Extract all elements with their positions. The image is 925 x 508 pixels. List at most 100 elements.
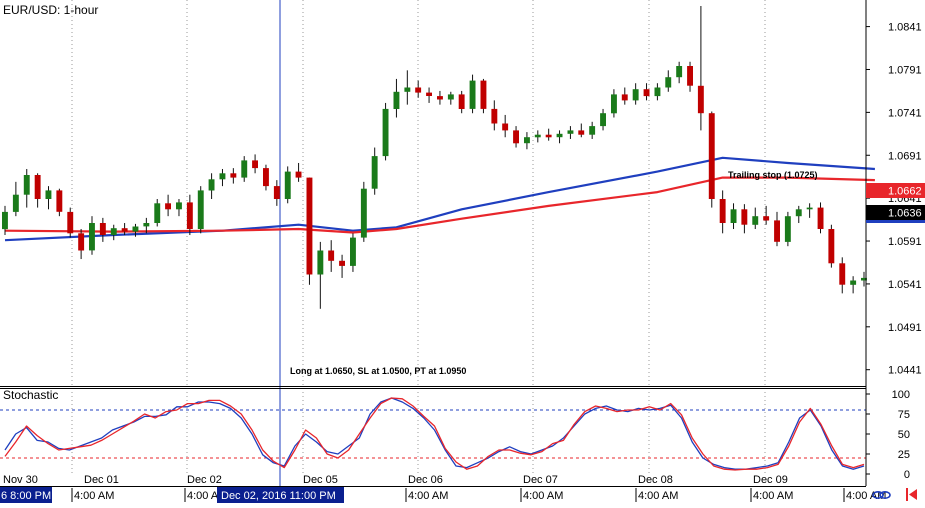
candle-body — [426, 92, 432, 96]
candle — [513, 126, 519, 148]
candle-body — [632, 89, 639, 101]
grid-layer — [0, 0, 866, 486]
date-label: Dec 08 — [638, 474, 673, 486]
candle — [23, 168, 30, 208]
candle — [611, 89, 617, 118]
candle-body — [154, 203, 161, 223]
candle-body — [567, 130, 574, 134]
candle-body — [458, 94, 465, 109]
candle — [176, 199, 182, 217]
left-edge-time-label: 6 8:00 PM — [1, 490, 51, 502]
price-tick-label: 1.0841 — [888, 22, 922, 34]
candle — [763, 205, 770, 225]
candle — [730, 203, 737, 230]
candle — [2, 205, 8, 236]
scroll-to-end-icon[interactable] — [906, 488, 917, 501]
date-label: Nov 30 — [3, 474, 38, 486]
candle-body — [513, 130, 519, 144]
candle-body — [578, 130, 585, 135]
candle-body — [730, 209, 737, 223]
candle-body — [545, 134, 552, 138]
candle-body — [132, 226, 139, 232]
candle-body — [687, 66, 693, 86]
candle-body — [121, 228, 128, 232]
candle-body — [12, 194, 19, 212]
price-badge-black-bg — [866, 205, 925, 220]
candle-body — [556, 133, 563, 138]
candle — [741, 204, 748, 234]
candle — [491, 100, 498, 131]
price-tick-label: 1.0791 — [888, 65, 922, 77]
candle — [795, 205, 802, 224]
candle-body — [611, 94, 617, 114]
candle — [78, 229, 85, 260]
candle-body — [371, 156, 378, 189]
price-tick-label: 1.0541 — [888, 279, 922, 291]
candle-body — [763, 216, 770, 221]
price-badge-red: 1.0662 — [866, 183, 925, 198]
price-badge-black-label: 1.0636 — [888, 208, 922, 220]
candle — [34, 173, 41, 208]
moving-average-line — [4, 176, 875, 234]
candle-body — [241, 160, 248, 178]
candle — [339, 254, 345, 278]
link-chain-icon[interactable] — [872, 490, 891, 499]
candle — [165, 194, 171, 217]
candle — [317, 241, 324, 309]
candle-body — [534, 134, 541, 138]
candle-body — [284, 171, 291, 199]
price-tick-label: 1.0691 — [888, 150, 922, 162]
candle-body — [621, 94, 628, 101]
candle-body — [273, 186, 280, 199]
candle — [56, 188, 63, 217]
candle — [469, 74, 476, 114]
candle-body — [415, 87, 422, 93]
cursor-time-label: Dec 02, 2016 11:00 PM — [221, 490, 336, 502]
candle — [295, 162, 302, 182]
price-badge-black: 1.0636 — [866, 205, 925, 223]
candle-body — [23, 175, 30, 195]
candle-body — [817, 207, 824, 229]
candle-body — [708, 113, 715, 199]
candle-body — [480, 80, 487, 109]
date-label: Dec 05 — [303, 474, 338, 486]
candle — [567, 126, 574, 139]
candle — [654, 83, 661, 101]
candle-body — [502, 123, 509, 131]
candle-layer — [2, 6, 867, 309]
candle — [143, 217, 150, 234]
candle — [437, 90, 443, 105]
candle — [99, 217, 106, 242]
candle-body — [447, 94, 454, 100]
candle-body — [382, 108, 389, 157]
date-label: Dec 07 — [523, 474, 558, 486]
candle-body — [437, 96, 443, 100]
candle-body — [110, 228, 117, 236]
candle — [578, 123, 585, 138]
candle — [828, 224, 835, 268]
price-tick-label: 1.0741 — [888, 107, 922, 119]
candle-body — [306, 177, 313, 275]
axis-layer: 1.08411.07911.07411.06911.06411.05911.05… — [0, 22, 922, 502]
candle — [665, 70, 672, 92]
candle-body — [219, 173, 226, 180]
candle-body — [143, 223, 150, 227]
candle — [273, 180, 280, 206]
candle — [360, 181, 367, 242]
candle-body — [99, 223, 106, 235]
candle-body — [524, 137, 530, 144]
candle — [121, 223, 128, 236]
candle-body — [45, 190, 52, 199]
left-edge-time-highlight — [0, 487, 52, 503]
date-label: Dec 06 — [408, 474, 443, 486]
candle-body — [263, 168, 269, 187]
candle-body — [784, 216, 791, 242]
candle — [480, 78, 487, 114]
price-tick-label: 1.0441 — [888, 365, 922, 377]
candle-body — [165, 203, 171, 210]
candle — [708, 111, 715, 208]
candle-body — [78, 233, 85, 251]
price-tick-label: 1.0491 — [888, 322, 922, 334]
candle — [89, 216, 95, 255]
